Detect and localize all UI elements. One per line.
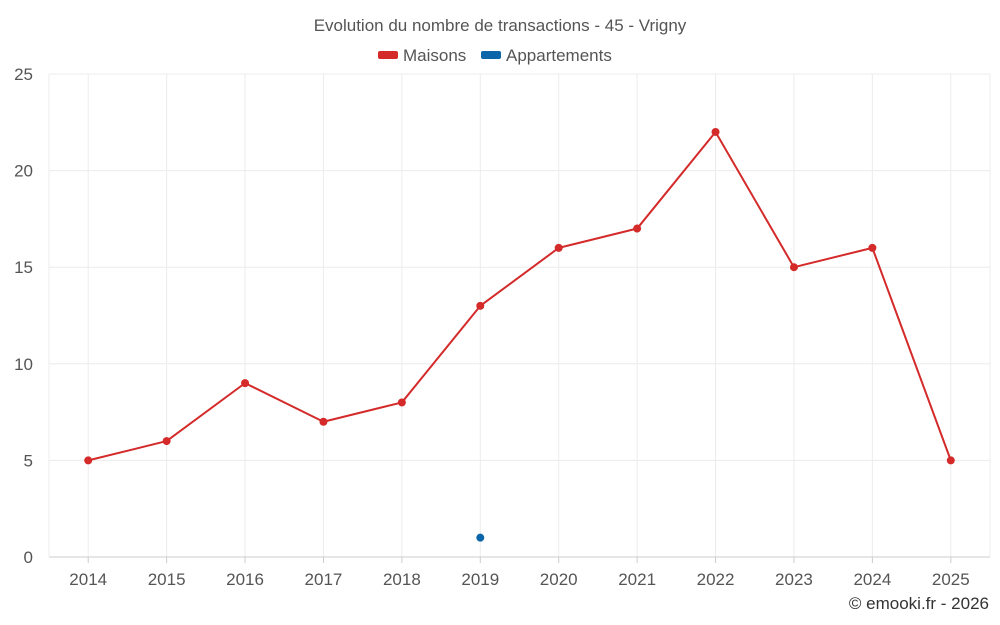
data-point-maisons-2025[interactable] <box>946 456 955 465</box>
data-point-maisons-2021[interactable] <box>633 224 642 233</box>
x-tick-label: 2021 <box>618 570 656 589</box>
x-tick-label: 2024 <box>853 570 891 589</box>
x-tick-label: 2023 <box>775 570 813 589</box>
data-point-maisons-2015[interactable] <box>162 437 171 446</box>
x-tick-label: 2022 <box>697 570 735 589</box>
y-tick-label: 0 <box>24 548 33 567</box>
data-point-appartements-2019[interactable] <box>476 533 485 542</box>
series-line-maisons <box>87 130 952 462</box>
legend-swatch-maisons <box>378 51 398 59</box>
data-point-maisons-2022[interactable] <box>711 127 720 136</box>
y-tick-label: 15 <box>14 258 33 277</box>
chart-title: Evolution du nombre de transactions - 45… <box>314 16 687 35</box>
x-tick-label: 2018 <box>383 570 421 589</box>
data-point-maisons-2014[interactable] <box>84 456 93 465</box>
data-point-maisons-2016[interactable] <box>241 379 250 388</box>
x-tick-label: 2019 <box>461 570 499 589</box>
data-point-maisons-2017[interactable] <box>319 417 328 426</box>
data-point-maisons-2019[interactable] <box>476 301 485 310</box>
y-tick-label: 20 <box>14 162 33 181</box>
x-tick-label: 2017 <box>305 570 343 589</box>
legend-item-maisons[interactable]: Maisons <box>378 46 466 65</box>
y-tick-label: 5 <box>24 451 33 470</box>
y-tick-label: 10 <box>14 355 33 374</box>
x-tick-label: 2014 <box>69 570 107 589</box>
legend-label-maisons: Maisons <box>403 46 466 65</box>
grid <box>49 73 990 557</box>
series <box>84 127 955 542</box>
legend: Maisons Appartements <box>378 46 612 65</box>
x-tick-label: 2016 <box>226 570 264 589</box>
data-point-maisons-2018[interactable] <box>397 398 406 407</box>
credit-text: © emooki.fr - 2026 <box>849 594 989 613</box>
data-point-maisons-2020[interactable] <box>554 243 563 252</box>
x-tick-label: 2025 <box>932 570 970 589</box>
x-tick-label: 2015 <box>148 570 186 589</box>
legend-label-appartements: Appartements <box>506 46 612 65</box>
x-tick-label: 2020 <box>540 570 578 589</box>
data-point-maisons-2023[interactable] <box>789 263 798 272</box>
legend-swatch-appartements <box>481 51 501 59</box>
y-tick-label: 25 <box>14 65 33 84</box>
legend-item-appartements[interactable]: Appartements <box>481 46 612 65</box>
data-point-maisons-2024[interactable] <box>868 243 877 252</box>
